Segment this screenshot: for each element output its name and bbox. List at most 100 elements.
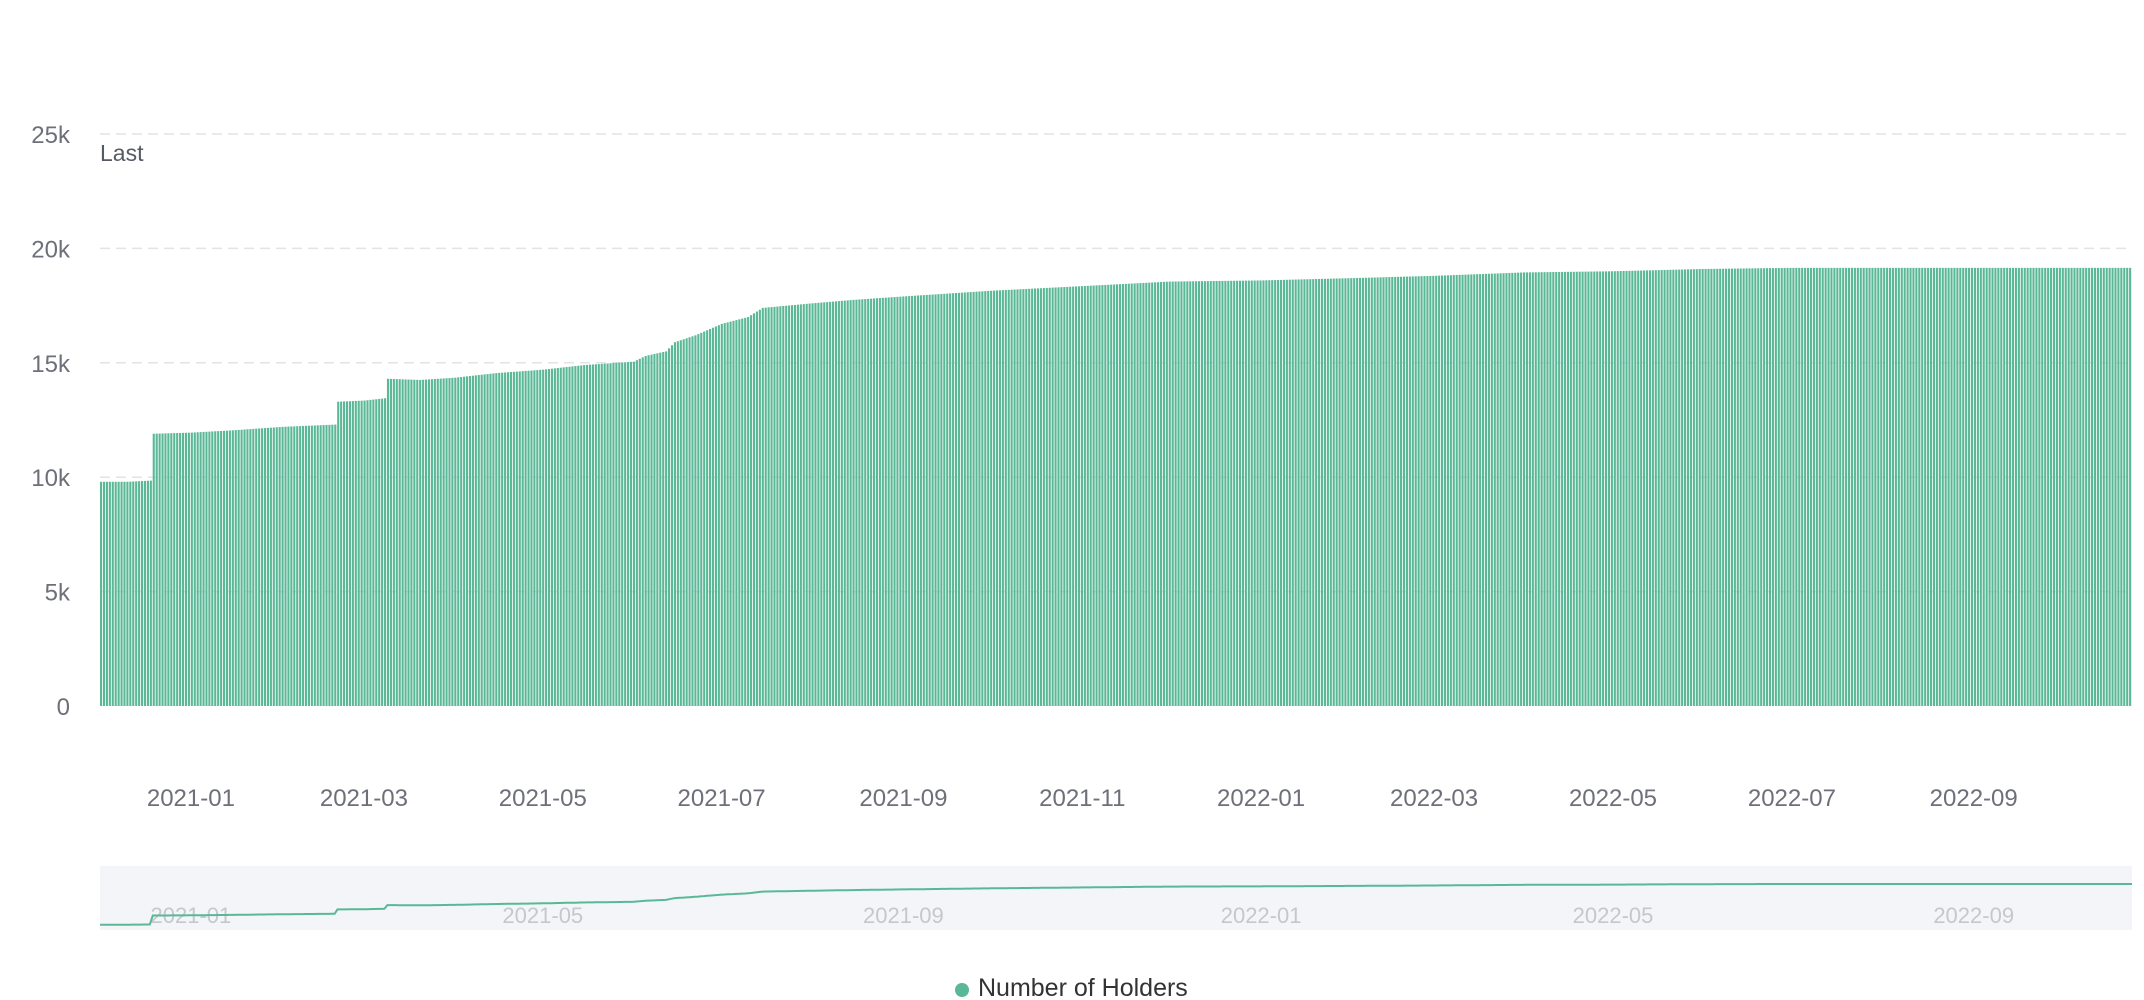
bar (454, 377, 457, 706)
bar-series (100, 267, 2132, 706)
series-title-label: Last (100, 140, 144, 166)
bar (307, 425, 310, 706)
bar (814, 303, 817, 706)
bar (1350, 278, 1353, 706)
bar (205, 431, 208, 706)
bar (837, 301, 840, 706)
bar (1812, 267, 1815, 706)
bar (1130, 283, 1133, 706)
bar (372, 399, 375, 706)
bar (793, 304, 797, 706)
bar (1165, 281, 1168, 706)
bar (1558, 271, 1561, 706)
bar (1356, 277, 1359, 706)
bar (1935, 267, 1938, 706)
bar (1692, 269, 1695, 706)
bar (1297, 279, 1300, 706)
bar (518, 371, 521, 706)
legend[interactable]: Number of Holders (955, 974, 1188, 1000)
bar (791, 305, 794, 706)
bar (1385, 277, 1388, 706)
bar (823, 302, 826, 706)
bar (1596, 271, 1599, 706)
bar (591, 364, 595, 706)
bar (1271, 280, 1274, 706)
bar (439, 378, 442, 706)
bar (1845, 267, 1848, 706)
bar (1110, 284, 1113, 706)
bar (2126, 267, 2129, 706)
bar (858, 299, 861, 706)
bar (483, 374, 486, 706)
bar (1927, 267, 1930, 706)
bar (1997, 267, 2000, 706)
bar (1818, 267, 1821, 706)
bar (310, 425, 313, 706)
bar (758, 309, 761, 706)
bar (1180, 281, 1183, 706)
bar (343, 401, 346, 706)
bar (735, 320, 738, 706)
bar (1341, 278, 1344, 706)
y-axis-ticks: 0 5k 10k 15k 20k 25k (31, 122, 71, 721)
bar (547, 369, 551, 706)
bar (940, 293, 943, 706)
bar (1332, 278, 1335, 706)
bar (1464, 274, 1467, 706)
bar (2064, 267, 2067, 706)
bar (170, 433, 173, 706)
legend-label[interactable]: Number of Holders (978, 974, 1188, 1000)
bar (1323, 278, 1326, 706)
bar (100, 481, 103, 706)
zoom-slider-line (100, 883, 2132, 926)
zoom-slider-track[interactable] (100, 866, 2132, 930)
bar (612, 363, 615, 706)
bar (1449, 275, 1452, 706)
bar (550, 368, 554, 706)
bar (389, 378, 392, 706)
bar (1742, 268, 1745, 706)
bar (946, 293, 949, 706)
bar (1438, 275, 1441, 706)
bar (1502, 273, 1505, 706)
y-tick-label: 20k (31, 236, 71, 263)
bar (1083, 286, 1086, 706)
bar (785, 305, 788, 706)
bar (363, 400, 366, 706)
bar (1745, 268, 1748, 706)
bar (228, 430, 231, 706)
bar (1057, 287, 1060, 706)
bar (1569, 271, 1572, 706)
bar (1748, 268, 1751, 706)
bar (831, 301, 835, 706)
bar (1953, 267, 1956, 706)
bar (1420, 276, 1423, 706)
bar (395, 379, 398, 706)
bar (594, 364, 597, 706)
bar (386, 378, 390, 706)
bar (2050, 267, 2053, 706)
bar (287, 426, 290, 706)
zoom-slider[interactable]: 2021-01 2021-05 2021-09 2022-01 2022-05 2022-… (100, 866, 2132, 930)
bar (1019, 289, 1022, 706)
bar (1367, 277, 1370, 706)
bar (1856, 267, 1859, 706)
bar (1408, 276, 1411, 706)
bar (1402, 276, 1406, 706)
bar (1151, 282, 1154, 706)
bar (949, 293, 952, 706)
bar (1004, 289, 1007, 706)
bar (1730, 268, 1733, 706)
bar (799, 304, 802, 706)
bar (111, 481, 114, 706)
bar (375, 399, 378, 706)
bar (2029, 267, 2032, 706)
bar (1924, 267, 1927, 706)
bar (214, 431, 217, 706)
bar (1970, 267, 1974, 706)
bar (990, 290, 993, 706)
bar (1909, 267, 1912, 706)
bar (659, 352, 662, 706)
bar (1335, 278, 1338, 706)
legend-marker[interactable] (955, 983, 969, 997)
